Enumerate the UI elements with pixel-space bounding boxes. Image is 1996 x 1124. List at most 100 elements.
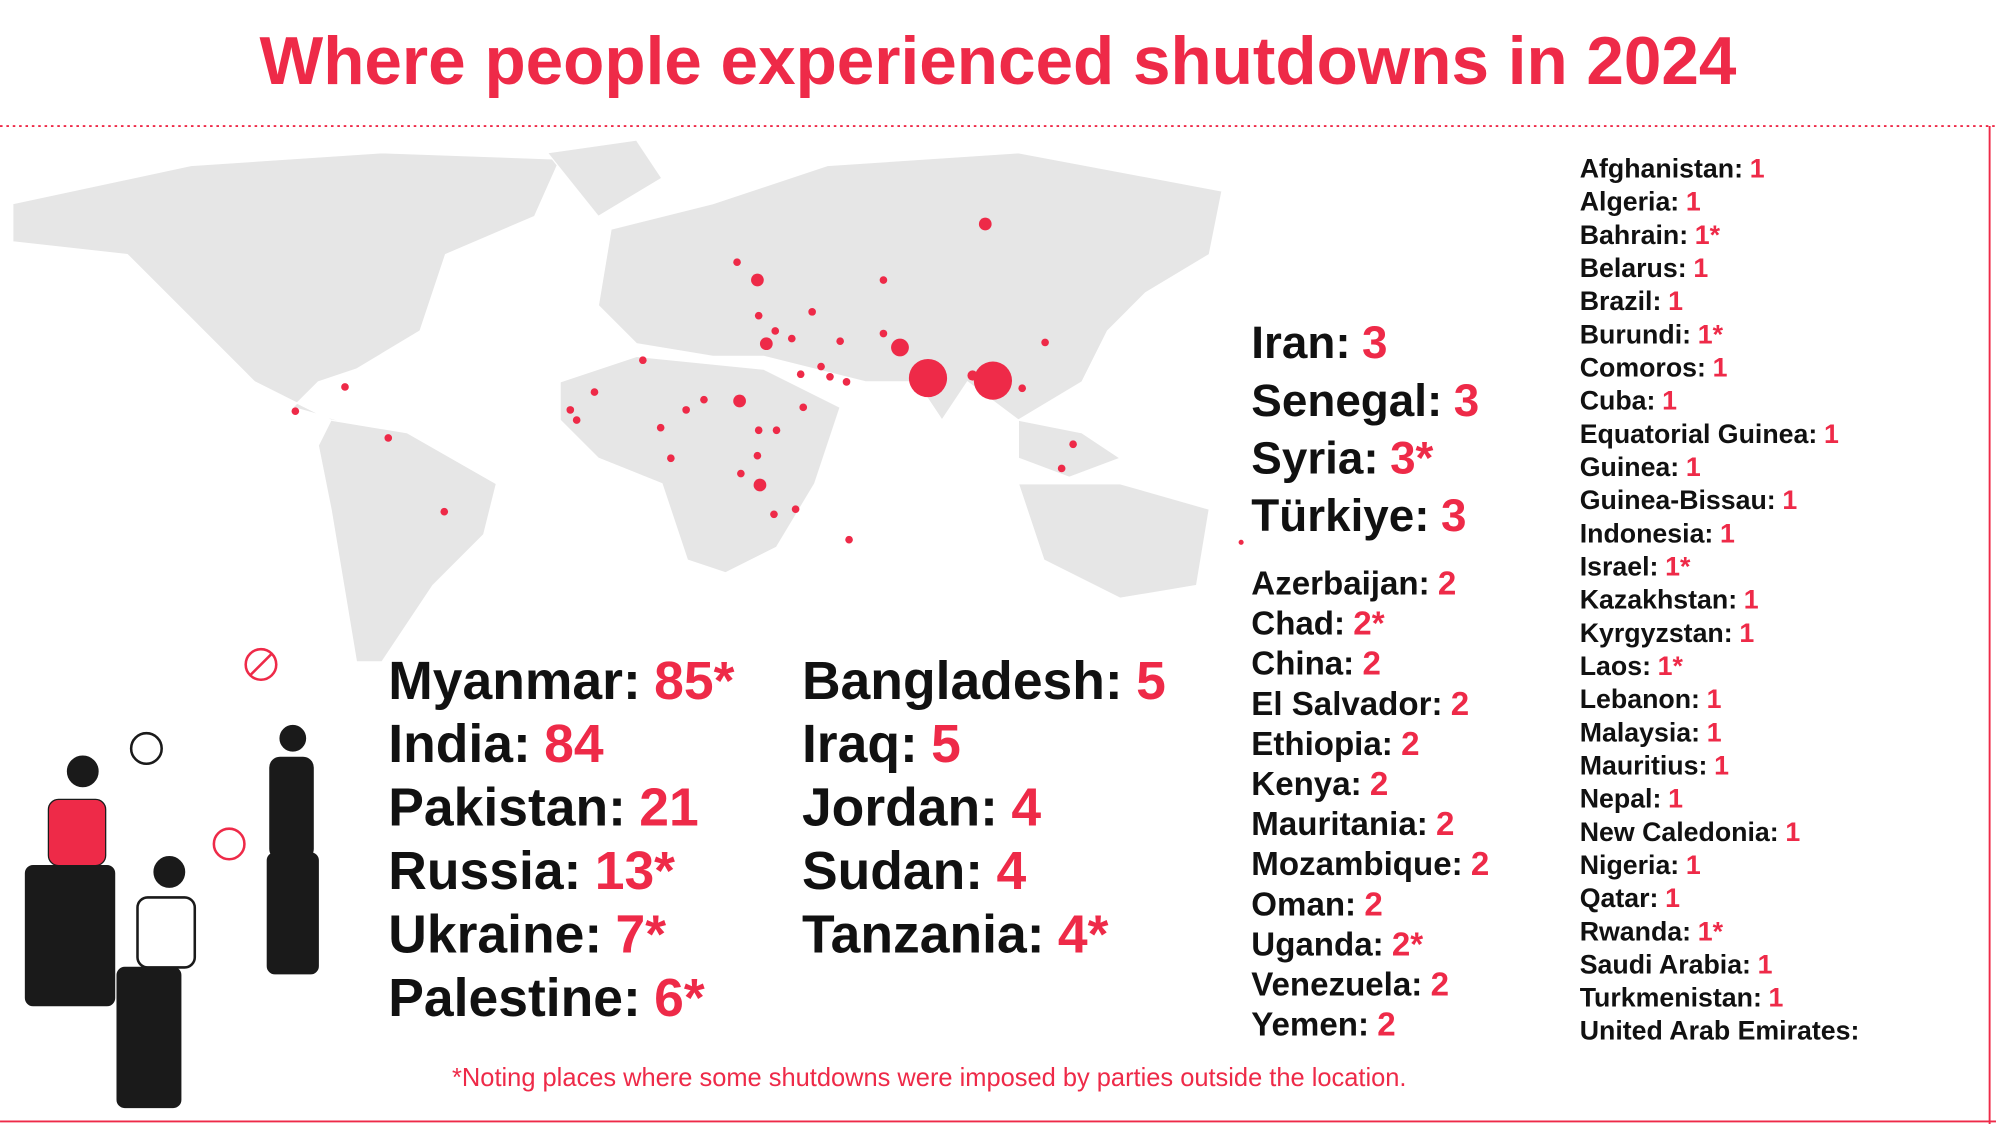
country-entry: Mauritania: 2	[1251, 806, 1454, 843]
country-name: Palestine:	[388, 969, 641, 1028]
shutdown-count: 1	[1824, 419, 1839, 449]
country-entry: Myanmar: 85*	[388, 652, 734, 711]
country-name: Bangladesh:	[802, 652, 1123, 711]
country-name: Iran:	[1251, 317, 1350, 368]
dot	[967, 370, 978, 381]
country-entry: Jordan: 4	[802, 779, 1041, 838]
dot	[1057, 464, 1066, 473]
dot	[796, 370, 805, 379]
dot	[682, 406, 690, 414]
country-name: Rwanda:	[1580, 916, 1691, 946]
shutdown-count: 1	[1758, 949, 1773, 979]
dot	[770, 510, 778, 519]
country-entry: Comoros: 1	[1580, 353, 1728, 383]
country-entry: Oman: 2	[1251, 886, 1382, 923]
shutdown-dots	[291, 217, 1244, 545]
shutdown-count: 1*	[1695, 220, 1721, 250]
shutdown-count: 1	[1750, 154, 1765, 184]
country-entry: Chad: 2*	[1251, 605, 1384, 642]
country-name: Russia:	[388, 842, 581, 901]
dot	[845, 535, 853, 544]
shutdown-count: 2*	[1353, 605, 1384, 642]
dot	[1238, 539, 1244, 545]
world-map	[12, 139, 1223, 663]
dot	[341, 383, 349, 391]
country-name: Yemen:	[1251, 1006, 1369, 1043]
country-name: Laos:	[1580, 651, 1651, 681]
dot	[908, 358, 948, 398]
country-entry: Türkiye: 3	[1251, 490, 1466, 541]
shutdown-count: 1	[1769, 983, 1784, 1013]
dot	[754, 426, 763, 435]
country-entry: Uganda: 2*	[1251, 926, 1423, 963]
country-entry: New Caledonia: 1	[1580, 817, 1801, 847]
country-name: Kazakhstan:	[1580, 585, 1737, 615]
country-name: El Salvador:	[1251, 686, 1442, 723]
shutdown-count: 2	[1436, 806, 1454, 843]
country-name: Kenya:	[1251, 766, 1361, 803]
country-name: New Caledonia:	[1580, 817, 1779, 847]
country-name: Qatar:	[1580, 883, 1659, 913]
shutdown-count: 2	[1377, 1006, 1395, 1043]
country-name: Belarus:	[1580, 253, 1687, 283]
country-entry: Syria: 3*	[1251, 433, 1433, 484]
country-name: Venezuela:	[1251, 966, 1422, 1003]
shutdown-count: 1	[1686, 187, 1701, 217]
shutdown-count: 13*	[595, 842, 675, 901]
country-entry: Russia: 13*	[388, 842, 675, 901]
country-entry: Lebanon: 1	[1580, 684, 1722, 714]
country-entry: China: 2	[1251, 645, 1381, 682]
country-entry: Ukraine: 7*	[388, 906, 666, 965]
country-entry: Afghanistan: 1	[1580, 154, 1765, 184]
country-entry: Guinea: 1	[1580, 452, 1701, 482]
dot	[879, 276, 888, 284]
country-name: Azerbaijan:	[1251, 565, 1429, 602]
country-name: United Arab Emirates:	[1580, 1016, 1860, 1046]
dot	[1018, 384, 1027, 393]
dot	[808, 308, 816, 316]
country-name: Ethiopia:	[1251, 726, 1393, 763]
shutdown-count: 1	[1707, 684, 1722, 714]
country-entry: Belarus: 1	[1580, 253, 1709, 283]
shutdown-count: 2	[1471, 846, 1489, 883]
country-name: Burundi:	[1580, 319, 1691, 349]
country-name: Türkiye:	[1251, 490, 1429, 541]
country-entry: Indonesia: 1	[1580, 518, 1735, 548]
shutdown-count: 4	[1011, 779, 1041, 838]
dot	[639, 356, 647, 365]
country-entry: Bangladesh: 5	[802, 652, 1166, 711]
country-entry: Brazil: 1	[1580, 286, 1683, 316]
country-entry: Nigeria: 1	[1580, 850, 1701, 880]
shutdown-count: 5	[1136, 652, 1166, 711]
shutdown-count: 1*	[1658, 651, 1684, 681]
country-entry: India: 84	[388, 715, 604, 774]
dot	[826, 372, 834, 381]
shutdown-count: 1	[1693, 253, 1708, 283]
shutdown-count: 1*	[1665, 552, 1691, 582]
dot	[590, 388, 599, 396]
country-entry: Burundi: 1*	[1580, 319, 1724, 349]
shutdown-count: 1	[1713, 353, 1728, 383]
country-name: Mauritania:	[1251, 806, 1427, 843]
country-entry: Saudi Arabia: 1	[1580, 949, 1773, 979]
country-name: Oman:	[1251, 886, 1356, 923]
dot	[787, 334, 796, 343]
dot	[817, 362, 825, 371]
country-name: Guinea:	[1580, 452, 1679, 482]
dot	[753, 451, 762, 460]
shutdown-count: 2	[1401, 726, 1419, 763]
dot	[440, 507, 449, 516]
country-entry: Kazakhstan: 1	[1580, 585, 1759, 615]
dot	[733, 258, 741, 267]
country-entry: Malaysia: 1	[1580, 717, 1722, 747]
country-entry: Equatorial Guinea: 1	[1580, 419, 1839, 449]
country-name: Ukraine:	[388, 906, 602, 965]
country-entry: Kenya: 2	[1251, 766, 1388, 803]
dot	[384, 434, 393, 442]
country-entry: Tanzania: 4*	[802, 906, 1109, 965]
country-entry: Cuba: 1	[1580, 386, 1677, 416]
country-name: Nepal:	[1580, 784, 1662, 814]
shutdown-count: 1	[1668, 784, 1683, 814]
shutdown-count: 2	[1362, 645, 1380, 682]
country-entry: Venezuela: 2	[1251, 966, 1449, 1003]
